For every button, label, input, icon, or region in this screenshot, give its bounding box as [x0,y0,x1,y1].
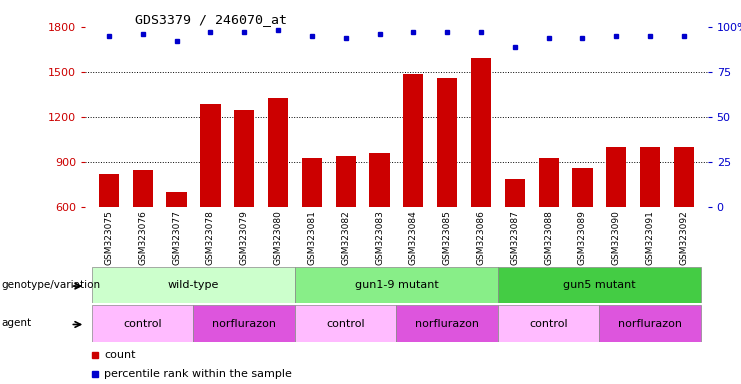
Text: agent: agent [1,318,32,328]
Text: control: control [326,318,365,329]
Bar [640,147,660,298]
Bar [539,158,559,298]
Text: gun5 mutant: gun5 mutant [563,280,636,290]
Text: count: count [104,350,136,360]
Bar [133,170,153,298]
Bar [498,267,701,303]
Bar [572,168,593,298]
Bar [336,156,356,298]
Bar [99,174,119,298]
Bar [302,158,322,298]
Text: norflurazon: norflurazon [212,318,276,329]
Text: control: control [124,318,162,329]
Text: GDS3379 / 246070_at: GDS3379 / 246070_at [135,13,287,26]
Bar [674,147,694,298]
Text: wild-type: wild-type [167,280,219,290]
Text: norflurazon: norflurazon [618,318,682,329]
Bar [505,179,525,298]
Bar [403,73,424,298]
Text: percentile rank within the sample: percentile rank within the sample [104,369,292,379]
Bar [167,192,187,298]
Bar [92,267,295,303]
Bar [234,109,254,298]
Text: gun1-9 mutant: gun1-9 mutant [354,280,439,290]
Bar [498,305,599,342]
Bar [471,58,491,298]
Bar [606,147,626,298]
Bar [396,305,498,342]
Bar [193,305,295,342]
Text: norflurazon: norflurazon [415,318,479,329]
Bar [200,104,221,298]
Text: genotype/variation: genotype/variation [1,280,101,290]
Bar [369,153,390,298]
Bar [92,305,193,342]
Bar [268,98,288,298]
Bar [599,305,701,342]
Text: control: control [529,318,568,329]
Bar [295,267,498,303]
Bar [437,78,457,298]
Bar [295,305,396,342]
